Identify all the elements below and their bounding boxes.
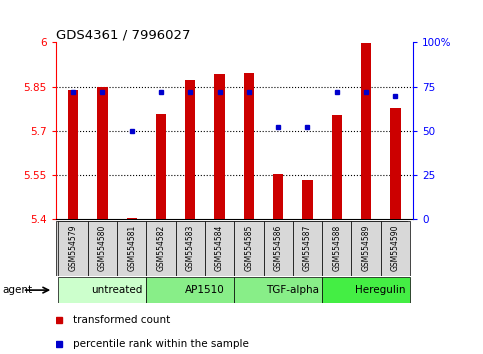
Bar — [205, 221, 234, 276]
Bar — [146, 221, 176, 276]
Bar — [234, 221, 264, 276]
Bar — [58, 277, 146, 303]
Bar — [352, 221, 381, 276]
Bar — [381, 221, 410, 276]
Bar — [390, 108, 400, 219]
Text: GSM554585: GSM554585 — [244, 224, 254, 271]
Bar — [302, 180, 313, 219]
Bar — [234, 277, 322, 303]
Text: Heregulin: Heregulin — [355, 285, 406, 295]
Bar — [146, 277, 234, 303]
Text: TGF-alpha: TGF-alpha — [266, 285, 319, 295]
Bar — [264, 221, 293, 276]
Text: untreated: untreated — [91, 285, 143, 295]
Text: agent: agent — [2, 285, 32, 295]
Bar — [293, 221, 322, 276]
Text: percentile rank within the sample: percentile rank within the sample — [73, 339, 249, 349]
Bar — [322, 277, 410, 303]
Text: GSM554589: GSM554589 — [362, 224, 370, 271]
Text: transformed count: transformed count — [73, 315, 170, 325]
Bar — [97, 87, 108, 219]
Bar — [214, 74, 225, 219]
Bar — [68, 90, 78, 219]
Text: GSM554584: GSM554584 — [215, 224, 224, 271]
Text: GSM554582: GSM554582 — [156, 224, 166, 271]
Text: GSM554590: GSM554590 — [391, 224, 400, 271]
Bar — [361, 44, 371, 219]
Text: GSM554583: GSM554583 — [186, 224, 195, 271]
Bar — [127, 218, 137, 219]
Text: GSM554586: GSM554586 — [274, 224, 283, 271]
Text: GDS4361 / 7996027: GDS4361 / 7996027 — [56, 28, 190, 41]
Text: GSM554588: GSM554588 — [332, 224, 341, 271]
Text: AP1510: AP1510 — [185, 285, 225, 295]
Text: GSM554587: GSM554587 — [303, 224, 312, 271]
Text: GSM554580: GSM554580 — [98, 224, 107, 271]
Bar — [332, 115, 342, 219]
Text: GSM554579: GSM554579 — [69, 224, 78, 271]
Bar — [156, 114, 166, 219]
Text: GSM554581: GSM554581 — [127, 224, 136, 271]
Bar — [58, 221, 88, 276]
Bar — [273, 174, 284, 219]
Bar — [117, 221, 146, 276]
Bar — [322, 221, 352, 276]
Bar — [185, 80, 196, 219]
Bar — [176, 221, 205, 276]
Bar — [88, 221, 117, 276]
Bar — [244, 73, 254, 219]
